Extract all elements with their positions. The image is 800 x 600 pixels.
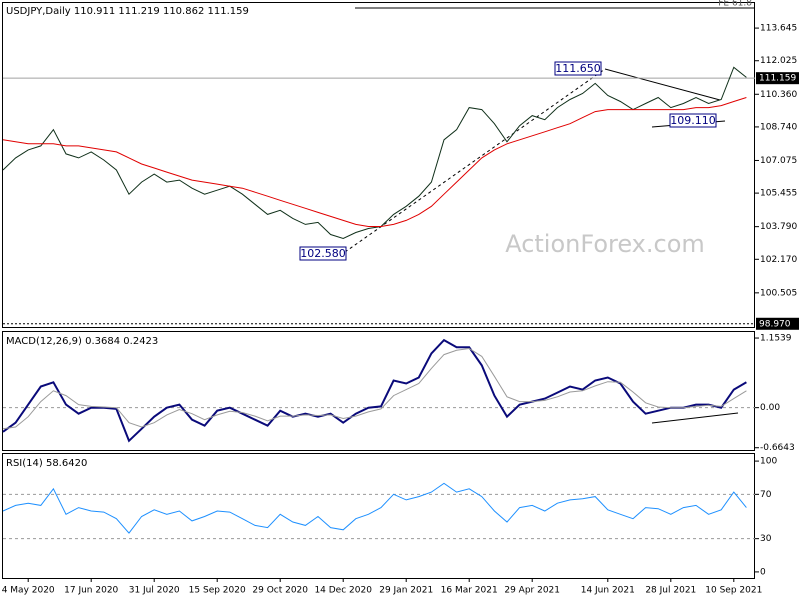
y-tick-label: 100.505 [760, 288, 797, 298]
x-tick-label: 31 Jul 2020 [129, 586, 180, 596]
x-tick-label: 4 May 2020 [2, 586, 55, 596]
x-tick-label: 15 Sep 2020 [189, 586, 246, 596]
x-tick-label: 29 Oct 2020 [252, 586, 308, 596]
annotation: 109.110 [670, 114, 716, 127]
watermark: ActionForex.com [505, 230, 705, 258]
macd-panel [2, 331, 755, 451]
fib-label: FE 61.8 [718, 0, 752, 9]
annotation: 102.580 [300, 247, 346, 260]
x-tick-label: 29 Jan 2021 [379, 586, 433, 596]
y-tick-label: 0 [760, 567, 766, 577]
annotation-box [554, 61, 602, 76]
y-tick-label: 70 [760, 490, 772, 500]
y-tick-label: 100 [760, 457, 777, 467]
y-tick-label: 103.790 [760, 222, 797, 232]
fib-trend [344, 68, 606, 253]
y-tick-label: 113.645 [760, 24, 797, 34]
series-line [2, 347, 747, 430]
y-tick-label: 1.1539 [760, 334, 792, 344]
x-tick-label: 29 Apr 2021 [504, 586, 560, 596]
series-line [2, 482, 747, 534]
rsi-panel [2, 453, 755, 579]
x-tick-label: 10 Sep 2021 [705, 586, 762, 596]
x-tick-label: 14 Jun 2021 [581, 586, 635, 596]
annotation: 111.650 [555, 62, 601, 75]
price-label: 98.970 [759, 319, 791, 329]
series-line [2, 97, 747, 227]
y-tick-label: 0.00 [760, 403, 780, 413]
y-tick-label: 102.170 [760, 255, 797, 265]
y-tick-label: -0.6643 [760, 443, 795, 453]
y-tick-label: 110.360 [760, 90, 797, 100]
y-tick-label: 107.075 [760, 156, 797, 166]
macd-trendline [651, 412, 739, 424]
chart-title: USDJPY,Daily 110.911 111.219 110.862 111… [6, 6, 249, 17]
annotation-box [669, 113, 717, 128]
x-tick-label: 14 Dec 2020 [314, 586, 372, 596]
x-tick-label: 28 Jul 2021 [645, 586, 696, 596]
y-tick-label: 105.455 [760, 189, 797, 199]
price-label: 111.159 [759, 74, 796, 84]
price-label-box [756, 317, 799, 330]
series-line [2, 66, 747, 240]
y-tick-label: 112.025 [760, 56, 797, 66]
rsi-title: RSI(14) 58.6420 [6, 458, 87, 469]
annotation-box [299, 246, 347, 261]
series-line [2, 338, 747, 443]
y-tick-label: 108.740 [760, 122, 797, 132]
price-panel [2, 2, 755, 328]
y-tick-label: 30 [760, 534, 772, 544]
x-tick-label: 17 Jun 2020 [64, 586, 118, 596]
price-label-box [756, 72, 799, 85]
macd-title: MACD(12,26,9) 0.3684 0.2423 [6, 336, 158, 347]
trendline [604, 68, 721, 101]
x-tick-label: 16 Mar 2021 [441, 586, 498, 596]
